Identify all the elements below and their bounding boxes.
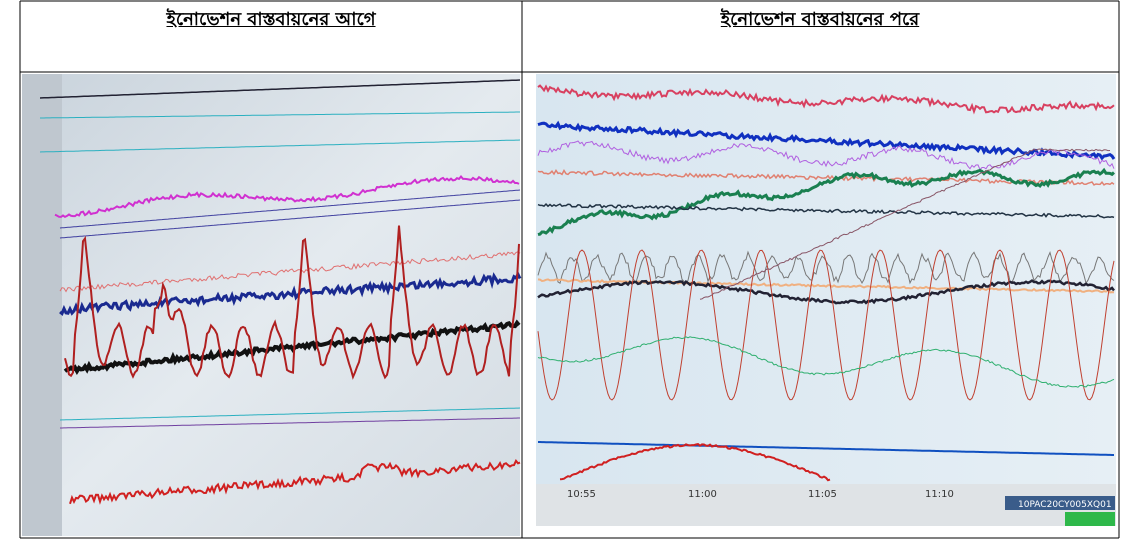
photo-axis-strip — [22, 74, 62, 536]
time-label: 11:05 — [808, 489, 837, 500]
status-box — [1065, 512, 1115, 526]
tag-label: 10PAC20CY005XQ01 — [1018, 500, 1112, 510]
time-label: 11:00 — [688, 489, 717, 500]
table-frame: 10:55 11:00 11:05 11:10 10PAC20CY005XQ01 — [0, 0, 1140, 540]
time-label: 10:55 — [567, 489, 596, 500]
time-label: 11:10 — [925, 489, 954, 500]
page: ইনোভেশন বাস্তবায়নের আগে ইনোভেশন বাস্তবা… — [0, 0, 1140, 540]
